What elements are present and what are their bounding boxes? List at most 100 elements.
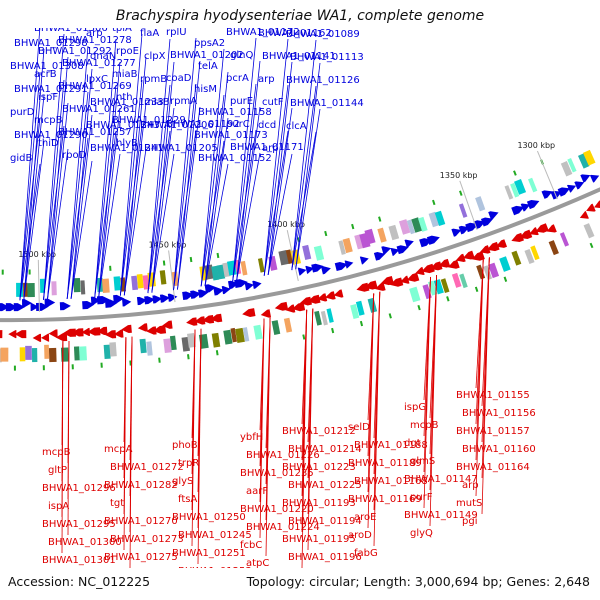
reverse-gene-label: fabG [354, 548, 378, 559]
forward-gene-label: purC [226, 119, 250, 130]
forward-gene-label: arp [258, 74, 275, 85]
reverse-label-leader [259, 318, 265, 539]
reverse-gene-label: tgt [110, 498, 124, 509]
forward-label-leader [23, 94, 45, 301]
reverse-gene-arrow [55, 333, 68, 342]
reverse-gene-arrow [317, 293, 328, 302]
rna-feature [459, 190, 463, 196]
cog-feature [548, 240, 559, 256]
forward-label-leader [151, 153, 175, 293]
cog-feature [567, 158, 577, 173]
cog-feature [499, 256, 511, 272]
forward-gene-arrow [451, 228, 462, 237]
forward-gene-arrow [234, 279, 248, 289]
reverse-gene-label: BHWA1_01275 [104, 552, 178, 563]
forward-gene-arrow [5, 303, 18, 312]
forward-label-leader [291, 85, 317, 271]
rna-feature [162, 260, 166, 266]
reverse-gene-label: BHWA1_01189 [348, 458, 422, 469]
reverse-gene-arrow [274, 301, 289, 311]
forward-gene-label: hlyB [116, 138, 138, 149]
cog-feature [338, 240, 346, 255]
reverse-gene-labels: mcpBgltPBHWA1_01296ispABHWA1_01295BHWA1_… [42, 390, 536, 577]
cog-feature [475, 196, 486, 212]
rna-feature [378, 216, 382, 222]
forward-label-leader [66, 45, 89, 300]
forward-gene-label: BHWA1_01172 [226, 27, 300, 38]
forward-gene-arrow [426, 235, 440, 245]
forward-label-leader [204, 163, 229, 286]
reverse-label-leader [423, 276, 431, 509]
forward-gene-label: BHWA1_01192 [166, 119, 240, 130]
forward-gene-label: pcrA [226, 73, 249, 84]
forward-gene-label: miaB [112, 69, 138, 80]
forward-label-leader [236, 152, 261, 281]
cog-feature [483, 265, 493, 281]
forward-label-leader [232, 83, 257, 282]
cog-feature [428, 211, 440, 228]
forward-gene-arrow [144, 296, 156, 305]
reverse-gene-arrow [438, 258, 451, 268]
cog-feature [367, 297, 378, 313]
rna-feature [474, 286, 479, 292]
cog-feature [25, 345, 32, 360]
cog-feature [31, 348, 38, 363]
rna-feature [417, 304, 421, 311]
map-title: Brachyspira hyodysenteriae WA1, complete… [115, 8, 485, 24]
forward-gene-arrow [520, 203, 531, 212]
reverse-gene-label: mutS [456, 498, 482, 509]
forward-gene-label: BHWA1_01292 [38, 46, 112, 57]
reverse-gene-label: BHWA1_01196 [288, 552, 362, 563]
forward-label-leader [204, 71, 229, 286]
reverse-label-leader [367, 293, 375, 529]
cog-feature [326, 308, 334, 323]
reverse-gene-arrow [210, 313, 223, 323]
forward-label-leader [70, 160, 93, 299]
reverse-gene-label: BHWA1_01193 [282, 498, 356, 509]
reverse-gene-label: BHWA1_01295 [42, 519, 116, 530]
forward-gene-label: rpmB [140, 74, 167, 85]
cog-feature [44, 344, 50, 359]
forward-label-leader [200, 94, 225, 287]
rna-feature [189, 256, 193, 263]
cog-feature [230, 327, 238, 343]
forward-gene-arrow [96, 295, 110, 305]
reverse-label-leader [307, 308, 314, 551]
reverse-gene-label: atpC [246, 558, 269, 569]
cog-feature [364, 228, 376, 245]
rna-feature [216, 252, 220, 259]
rna-feature [215, 350, 219, 356]
reverse-gene-label: BHWA1_01253 [178, 566, 252, 577]
cog-feature [0, 347, 9, 362]
forward-label-leader [177, 106, 201, 290]
cog-feature [582, 149, 596, 166]
scale-tick [536, 150, 558, 200]
reverse-gene-arrow [400, 275, 410, 284]
reverse-gene-arrow [447, 259, 460, 269]
forward-gene-arrow [557, 187, 571, 197]
reverse-gene-arrow [153, 325, 167, 334]
forward-gene-label: BHWA1_01298 [14, 38, 88, 49]
forward-label-leader [236, 106, 261, 281]
rna-feature [71, 364, 74, 370]
cog-feature [51, 281, 57, 296]
cog-feature [451, 272, 462, 288]
reverse-gene-label: BHWA1_01282 [104, 480, 178, 491]
cog-feature [488, 262, 500, 279]
reverse-gene-label: ispG [404, 402, 426, 413]
forward-gene-label: glnQ [230, 50, 253, 61]
reverse-gene-label: BHWA1_01226 [246, 450, 320, 461]
reverse-gene-label: fcbC [240, 540, 262, 551]
forward-label-leader [177, 60, 201, 290]
forward-gene-arrow [30, 303, 39, 312]
forward-gene-label: BHWA1_01308 [10, 61, 84, 72]
forward-gene-arrow [541, 190, 553, 199]
rna-feature [302, 334, 306, 340]
forward-gene-arrow [0, 303, 10, 312]
forward-gene-label: clpX [144, 51, 166, 62]
cog-feature [109, 342, 117, 357]
forward-gene-label: coaD [166, 73, 192, 84]
forward-gene-label: BHWA1_01229 [112, 115, 186, 126]
reverse-gene-label: aroE [354, 512, 376, 523]
forward-label-leader [43, 125, 65, 300]
